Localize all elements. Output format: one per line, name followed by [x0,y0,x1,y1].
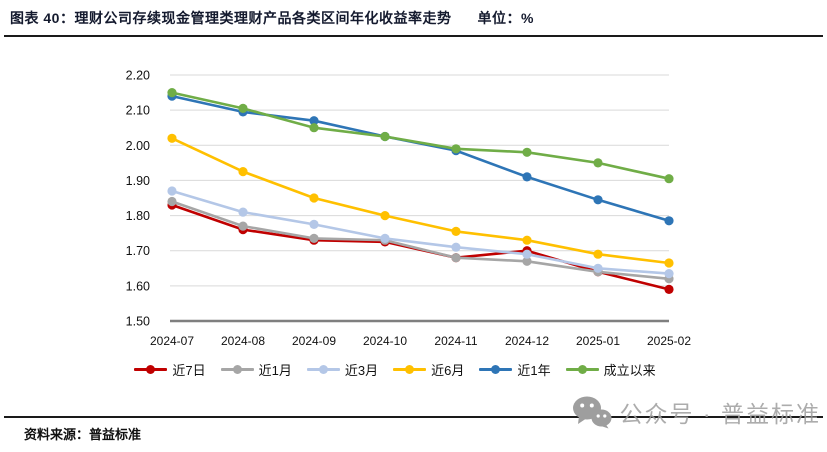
data-point [664,258,674,268]
data-point [522,147,532,157]
data-point [238,103,248,113]
legend-item: 近1月 [220,360,292,379]
y-tick-label: 1.70 [126,244,150,258]
legend-marker-icon [565,365,599,374]
x-tick-label: 2024-12 [505,334,549,348]
title-divider [4,35,823,37]
legend-label: 近1年 [517,363,551,378]
y-tick-label: 1.50 [126,315,150,329]
x-tick-label: 2025-02 [647,334,691,348]
legend-label: 成立以来 [603,363,656,378]
data-point [593,195,603,205]
legend-item: 成立以来 [565,360,656,379]
data-point [522,249,532,259]
legend-item: 近7日 [134,360,206,379]
data-point [380,233,390,243]
data-point [593,249,603,259]
data-point [238,207,248,217]
data-point [522,235,532,245]
series-line [171,91,670,180]
series-line [171,200,670,281]
legend-marker-icon [134,365,168,374]
data-point [167,196,177,207]
watermark-text: 公众号 · 普益标准 [619,401,821,427]
series-line [171,137,670,265]
legend-item: 近3月 [306,360,379,379]
y-tick-label: 1.90 [126,174,150,188]
data-point [238,167,248,177]
data-point [380,211,390,221]
data-point [309,219,319,229]
chart-legend: 近7日 近1月 近3月 近6月 近1年 成立以来 [0,360,790,379]
x-tick-label: 2024-09 [292,334,336,348]
data-point [522,256,532,266]
data-point [380,131,390,142]
data-point [309,123,319,133]
y-tick-label: 2.10 [126,104,150,118]
data-point [451,242,461,252]
y-tick-label: 1.60 [126,279,150,293]
data-point [664,269,674,279]
y-tick-label: 2.00 [126,139,150,153]
page-title: 图表 40：理财公司存续现金管理类理财产品各类区间年化收益率走势 单位：% [10,8,534,28]
legend-label: 近3月 [344,363,379,378]
line-chart: 2.20 2.10 2.00 1.90 1.80 1.70 1.60 1.50 2024-07 2… [0,55,827,355]
legend-marker-icon [306,365,340,374]
data-point [167,88,177,98]
legend-marker-icon [393,365,427,374]
x-tick-label: 2024-08 [221,334,265,348]
x-tick-label: 2024-11 [434,334,477,348]
data-point [664,284,674,294]
wechat-icon [572,396,612,429]
legend-marker-icon [220,365,254,374]
data-point [522,172,532,182]
source-note: 资料来源：普益标准 [24,427,142,442]
x-tick-label: 2025-01 [576,334,620,348]
data-point [167,133,177,143]
data-point [167,186,177,196]
footer-divider [4,416,823,418]
legend-label: 近1月 [258,363,292,378]
legend-item: 近6月 [393,360,464,379]
data-point [309,116,319,126]
data-point [664,216,674,226]
y-tick-label: 1.80 [126,209,150,223]
data-point [451,144,461,154]
legend-label: 近7日 [172,363,206,378]
data-point [451,253,461,263]
unit-label: 单位：% [477,10,534,26]
data-point [309,193,319,203]
data-point [309,233,319,243]
data-point [238,221,248,231]
data-point [664,174,674,184]
series-line [171,189,670,275]
series-line [171,203,670,291]
legend-marker-icon [479,365,513,374]
x-tick-label: 2024-07 [150,334,194,348]
figure-title: 图表 40：理财公司存续现金管理类理财产品各类区间年化收益率走势 [10,10,452,26]
watermark: 公众号 · 普益标准 [572,395,821,429]
data-point [593,158,603,168]
y-tick-label: 2.20 [126,69,150,83]
data-point [593,263,603,273]
legend-label: 近6月 [431,363,465,378]
x-tick-label: 2024-10 [363,334,407,348]
data-point [451,226,461,236]
legend-item: 近1年 [479,360,551,379]
